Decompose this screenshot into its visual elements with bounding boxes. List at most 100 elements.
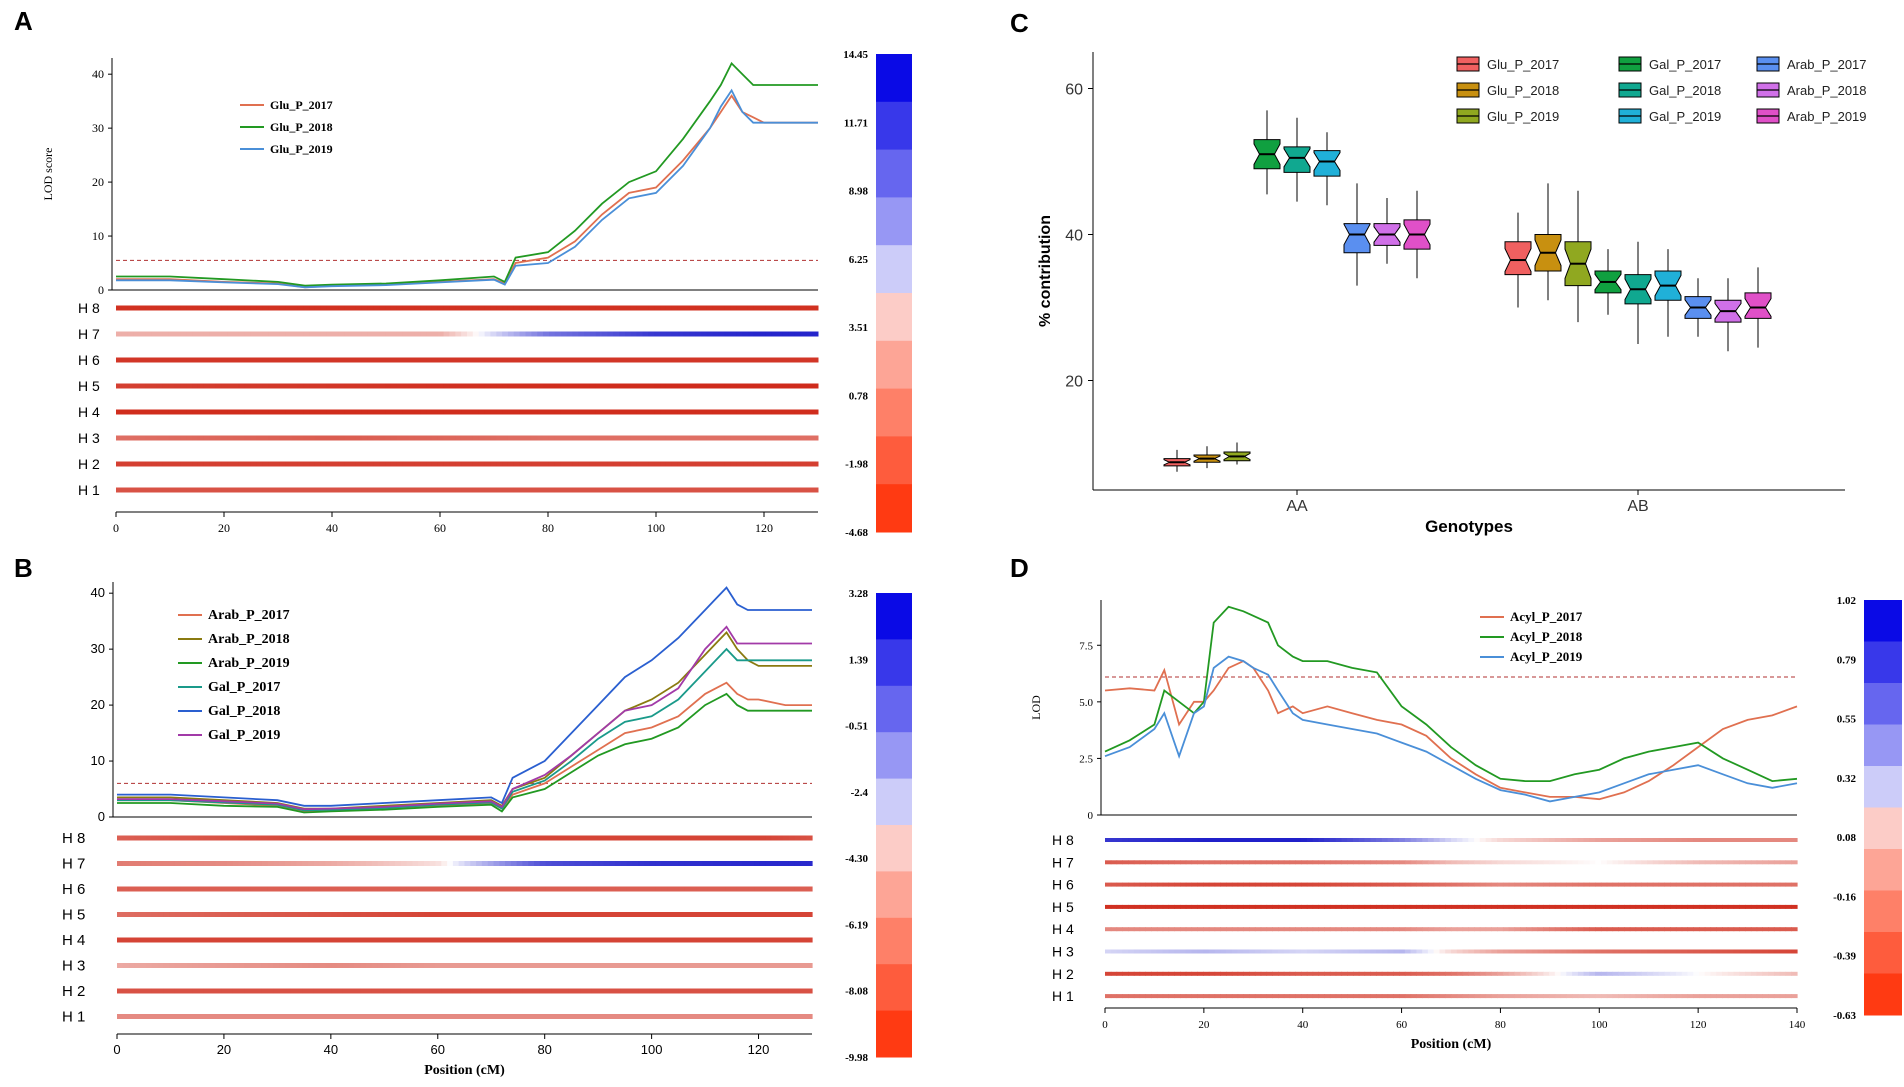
haplotype-strip-segment bbox=[360, 886, 367, 892]
haplotype-strip-segment bbox=[609, 963, 616, 968]
haplotype-strip-segment bbox=[268, 331, 275, 337]
haplotype-strip-segment bbox=[1399, 927, 1406, 932]
haplotype-strip-segment bbox=[192, 357, 199, 363]
haplotype-strip-segment bbox=[1456, 994, 1464, 999]
haplotype-strip-segment bbox=[649, 886, 657, 892]
haplotype-strip-segment bbox=[759, 305, 766, 311]
haplotype-strip-segment bbox=[1289, 860, 1296, 865]
haplotype-strip-segment bbox=[244, 409, 252, 415]
haplotype-strip-segment bbox=[695, 409, 702, 415]
haplotype-strip-segment bbox=[788, 461, 796, 467]
haplotype-strip-segment bbox=[1110, 838, 1118, 842]
haplotype-strip-segment bbox=[1791, 904, 1798, 909]
haplotype-strip-segment bbox=[625, 357, 632, 363]
haplotype-strip-segment bbox=[632, 835, 639, 841]
haplotype-label: H 5 bbox=[78, 378, 100, 394]
haplotype-strip-segment bbox=[139, 331, 146, 337]
haplotype-strip-segment bbox=[706, 305, 714, 311]
color-scale-tick-label: -0.39 bbox=[1833, 951, 1856, 963]
haplotype-strip-segment bbox=[174, 435, 181, 441]
haplotype-strip-segment bbox=[1675, 882, 1683, 887]
haplotype-strip-segment bbox=[499, 1014, 506, 1019]
haplotype-strip-segment bbox=[502, 461, 509, 467]
haplotype-strip-segment bbox=[406, 886, 413, 892]
haplotype-strip-segment bbox=[215, 461, 222, 467]
haplotype-strip-segment bbox=[1278, 949, 1285, 954]
haplotype-strip-segment bbox=[348, 835, 356, 841]
haplotype-strip-segment bbox=[1145, 860, 1152, 865]
haplotype-strip-segment bbox=[1393, 904, 1400, 909]
haplotype-strip-segment bbox=[736, 835, 744, 841]
haplotype-strip-segment bbox=[250, 383, 257, 389]
haplotype-strip-segment bbox=[545, 937, 552, 943]
haplotype-strip-segment bbox=[1237, 882, 1244, 887]
haplotype-strip-segment bbox=[545, 886, 552, 892]
haplotype-strip-segment bbox=[232, 1014, 240, 1019]
legend-label: Gal_P_2017 bbox=[208, 680, 280, 695]
haplotype-strip-segment bbox=[725, 937, 732, 943]
haplotype-strip-segment bbox=[134, 912, 141, 917]
haplotype-strip-segment bbox=[383, 1014, 390, 1019]
haplotype-strip-segment bbox=[481, 886, 489, 892]
haplotype-strip-segment bbox=[713, 937, 720, 943]
color-scale-tick-label: 0.55 bbox=[1837, 714, 1857, 726]
haplotype-strip-segment bbox=[626, 835, 634, 841]
haplotype-strip-segment bbox=[759, 912, 767, 917]
haplotype-strip-segment bbox=[1156, 860, 1164, 865]
haplotype-strip-segment bbox=[1260, 904, 1268, 909]
haplotype-strip-segment bbox=[1283, 927, 1291, 932]
haplotype-strip-segment bbox=[580, 835, 587, 841]
haplotype-strip-segment bbox=[449, 305, 456, 311]
haplotype-strip-segment bbox=[1699, 904, 1706, 909]
haplotype-strip-segment bbox=[765, 409, 772, 415]
haplotype-strip-segment bbox=[414, 305, 421, 311]
haplotype-strip-segment bbox=[543, 383, 550, 389]
haplotype-strip-segment bbox=[285, 305, 292, 311]
haplotype-strip-segment bbox=[1537, 838, 1544, 842]
haplotype-strip-segment bbox=[472, 435, 480, 441]
haplotype-strip-segment bbox=[1687, 971, 1694, 976]
haplotype-strip-segment bbox=[1762, 860, 1769, 865]
haplotype-strip-segment bbox=[1156, 904, 1164, 909]
haplotype-strip-segment bbox=[1289, 882, 1296, 887]
haplotype-strip-segment bbox=[1214, 838, 1221, 842]
haplotype-strip-segment bbox=[754, 835, 761, 841]
haplotype-strip-segment bbox=[753, 305, 760, 311]
haplotype-strip-segment bbox=[186, 988, 193, 994]
haplotype-strip-segment bbox=[1745, 927, 1752, 932]
haplotype-strip-segment bbox=[146, 937, 153, 943]
haplotype-strip-segment bbox=[308, 835, 315, 841]
haplotype-strip-segment bbox=[505, 1014, 512, 1019]
haplotype-strip-segment bbox=[684, 912, 691, 917]
haplotype-strip-segment bbox=[256, 487, 263, 493]
haplotype-strip-segment bbox=[1416, 882, 1423, 887]
haplotype-strip-segment bbox=[490, 409, 497, 415]
haplotype-strip-segment bbox=[1572, 949, 1579, 954]
haplotype-strip-segment bbox=[607, 305, 614, 311]
haplotype-strip-segment bbox=[1249, 949, 1256, 954]
haplotype-strip-segment bbox=[244, 835, 251, 841]
haplotype-strip-segment bbox=[673, 886, 680, 892]
haplotype-strip-segment bbox=[145, 331, 152, 337]
haplotype-strip-segment bbox=[344, 331, 351, 337]
haplotype-strip-segment bbox=[655, 835, 662, 841]
haplotype-strip-segment bbox=[528, 912, 535, 917]
haplotype-strip-segment bbox=[447, 835, 454, 841]
haplotype-strip-segment bbox=[379, 487, 386, 493]
haplotype-strip-segment bbox=[730, 487, 737, 493]
y-tick-label: 30 bbox=[92, 121, 104, 135]
haplotype-strip-segment bbox=[1779, 927, 1787, 932]
haplotype-strip-segment bbox=[1779, 882, 1787, 887]
haplotype-strip-segment bbox=[1699, 927, 1706, 932]
haplotype-strip-segment bbox=[1214, 860, 1221, 865]
haplotype-strip-segment bbox=[296, 937, 303, 943]
haplotype-strip-segment bbox=[1543, 971, 1550, 976]
haplotype-strip-segment bbox=[1693, 927, 1700, 932]
haplotype-strip-segment bbox=[522, 1014, 529, 1019]
haplotype-strip-segment bbox=[1318, 838, 1325, 842]
haplotype-strip-segment bbox=[487, 912, 495, 917]
haplotype-strip-segment bbox=[274, 409, 281, 415]
haplotype-strip-segment bbox=[586, 886, 593, 892]
haplotype-strip-segment bbox=[198, 886, 205, 892]
haplotype-strip-segment bbox=[1716, 971, 1723, 976]
